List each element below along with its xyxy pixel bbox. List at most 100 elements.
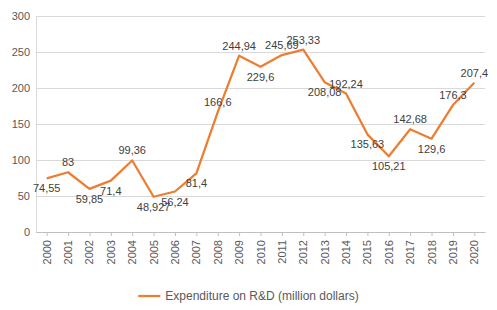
- x-tick: 2019: [447, 232, 459, 264]
- x-tick-mark: [132, 232, 133, 236]
- x-tick: 2009: [233, 232, 245, 264]
- grid-line: [36, 160, 485, 161]
- x-tick-mark: [474, 232, 475, 236]
- x-tick-label: 2017: [404, 240, 416, 264]
- legend-item: Expenditure on R&D (million dollars): [138, 289, 358, 303]
- y-tick-label: 300: [12, 10, 30, 22]
- x-tick-label: 2003: [105, 240, 117, 264]
- data-label: 142,68: [393, 113, 427, 125]
- x-tick-mark: [175, 232, 176, 236]
- x-tick: 2000: [41, 232, 53, 264]
- x-tick-mark: [196, 232, 197, 236]
- x-tick-mark: [218, 232, 219, 236]
- x-tick-label: 2012: [297, 240, 309, 264]
- x-tick: 2016: [383, 232, 395, 264]
- y-tick: 300: [12, 10, 485, 22]
- plot: 0501001502002503002000200120022003200420…: [12, 10, 488, 264]
- x-tick: 2004: [126, 232, 138, 264]
- x-tick-label: 2002: [83, 240, 95, 264]
- grid-line: [36, 52, 485, 53]
- y-tick-label: 150: [12, 118, 30, 130]
- x-tick-label: 2020: [468, 240, 480, 264]
- y-axis-line: [37, 17, 486, 233]
- data-label: 59,85: [76, 193, 104, 205]
- x-tick-label: 2018: [426, 240, 438, 264]
- data-label: 253,33: [286, 34, 320, 46]
- y-tick: 200: [12, 82, 485, 94]
- x-tick: 2001: [62, 232, 74, 264]
- data-label: 192,24: [329, 78, 363, 90]
- x-tick: 2002: [83, 232, 95, 264]
- x-tick-mark: [261, 232, 262, 236]
- data-label: 56,24: [161, 196, 189, 208]
- x-tick-label: 2013: [319, 240, 331, 264]
- x-tick: 2012: [297, 232, 309, 264]
- x-tick-label: 2010: [255, 240, 267, 264]
- grid-line: [36, 16, 485, 17]
- data-label: 74,55: [33, 182, 61, 194]
- series-line: [47, 50, 475, 197]
- y-tick-label: 200: [12, 82, 30, 94]
- x-tick-mark: [303, 232, 304, 236]
- data-label: 81,4: [186, 177, 207, 189]
- x-tick-label: 2008: [212, 240, 224, 264]
- data-label: 105,21: [372, 160, 406, 172]
- data-label: 129,6: [418, 143, 446, 155]
- x-tick-label: 2015: [361, 240, 373, 264]
- y-tick: 0: [24, 226, 485, 238]
- x-tick-mark: [154, 232, 155, 236]
- x-tick-mark: [367, 232, 368, 236]
- data-label: 83: [62, 156, 74, 168]
- data-labels: 74,558359,8571,499,3648,92756,2481,4166,…: [33, 34, 488, 213]
- x-tick-label: 2007: [190, 240, 202, 264]
- grid-line: [36, 88, 485, 89]
- y-tick-label: 0: [24, 226, 30, 238]
- x-tick-label: 2005: [148, 240, 160, 264]
- x-tick: 2010: [255, 232, 267, 264]
- y-tick: 100: [12, 154, 485, 166]
- x-tick: 2007: [190, 232, 202, 264]
- x-tick-label: 2011: [276, 240, 288, 264]
- x-tick-mark: [239, 232, 240, 236]
- legend-swatch: [138, 295, 160, 297]
- x-tick-label: 2016: [383, 240, 395, 264]
- y-tick-label: 250: [12, 46, 30, 58]
- x-tick: 2011: [276, 232, 288, 264]
- y-tick-label: 50: [18, 190, 30, 202]
- x-tick: 2005: [148, 232, 160, 264]
- x-tick-mark: [325, 232, 326, 236]
- x-tick-label: 2006: [169, 240, 181, 264]
- x-tick: 2017: [404, 232, 416, 264]
- x-tick: 2006: [169, 232, 181, 264]
- x-tick-mark: [47, 232, 48, 236]
- data-label: 99,36: [118, 144, 146, 156]
- y-tick-label: 100: [12, 154, 30, 166]
- x-tick: 2014: [340, 232, 352, 264]
- x-tick-mark: [410, 232, 411, 236]
- x-tick-label: 2014: [340, 240, 352, 264]
- chart: 0501001502002503002000200120022003200420…: [0, 0, 497, 310]
- x-tick: 2015: [361, 232, 373, 264]
- x-tick-mark: [389, 232, 390, 236]
- x-tick: 2013: [319, 232, 331, 264]
- legend-label: Expenditure on R&D (million dollars): [165, 289, 358, 303]
- data-label: 207,4: [461, 67, 489, 79]
- data-label: 244,94: [222, 40, 256, 52]
- x-axis: 2000 2001 2002 2003 2004 2005 2006 2007 2008 2009…: [37, 232, 486, 264]
- x-tick: 2003: [105, 232, 117, 264]
- y-axis: 0 50 100 150 200 250 300: [12, 10, 485, 238]
- x-tick-mark: [453, 232, 454, 236]
- x-tick-label: 2001: [62, 240, 74, 264]
- x-tick-mark: [432, 232, 433, 236]
- legend: Expenditure on R&D (million dollars): [138, 289, 358, 303]
- data-label: 176,3: [439, 89, 467, 101]
- series-group: [47, 50, 475, 197]
- x-tick: 2020: [468, 232, 480, 264]
- x-tick-mark: [282, 232, 283, 236]
- x-tick-mark: [346, 232, 347, 236]
- x-tick: 2018: [426, 232, 438, 264]
- data-label: 229,6: [247, 71, 275, 83]
- x-tick: 2008: [212, 232, 224, 264]
- x-tick-label: 2009: [233, 240, 245, 264]
- x-tick-label: 2019: [447, 240, 459, 264]
